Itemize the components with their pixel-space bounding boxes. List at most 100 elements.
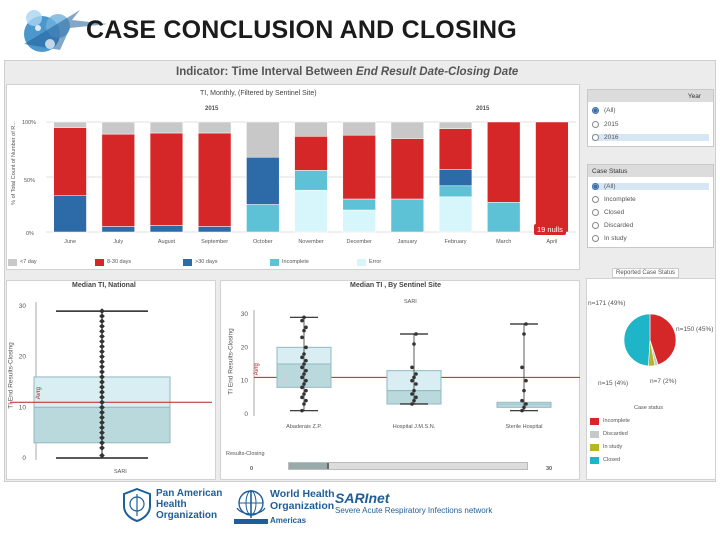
data-point[interactable] (99, 323, 105, 330)
data-point[interactable] (99, 328, 105, 335)
data-point[interactable] (410, 365, 414, 370)
data-point[interactable] (412, 388, 416, 393)
data-point[interactable] (99, 419, 105, 426)
data-point[interactable] (304, 325, 308, 330)
data-point[interactable] (99, 338, 105, 345)
case-status-option-incomplete[interactable]: Incomplete (592, 196, 636, 203)
data-point[interactable] (99, 394, 105, 401)
data-point[interactable] (99, 452, 105, 459)
bar-segment[interactable] (246, 121, 280, 158)
bar-segment[interactable] (198, 226, 232, 233)
data-point[interactable] (522, 388, 526, 393)
bar-segment[interactable] (438, 169, 473, 187)
bar-segment[interactable] (101, 121, 135, 135)
bar-segment[interactable] (149, 225, 184, 233)
bar-segment[interactable] (101, 226, 135, 233)
data-point[interactable] (522, 332, 526, 336)
data-point[interactable] (99, 313, 105, 319)
data-point[interactable] (410, 402, 414, 406)
data-point[interactable] (304, 378, 308, 383)
data-point[interactable] (520, 398, 524, 403)
bar-segment[interactable] (487, 121, 521, 203)
data-point[interactable] (300, 335, 304, 340)
data-point[interactable] (99, 379, 105, 385)
bar-segment[interactable] (342, 121, 376, 136)
data-point[interactable] (412, 342, 416, 346)
data-point[interactable] (99, 363, 105, 370)
data-point[interactable] (414, 382, 418, 386)
data-point[interactable] (99, 318, 105, 325)
data-point[interactable] (414, 332, 418, 336)
data-point[interactable] (520, 365, 524, 370)
bar-segment[interactable] (246, 204, 280, 233)
data-point[interactable] (412, 398, 416, 403)
data-point[interactable] (99, 348, 105, 355)
bar-segment[interactable] (342, 198, 376, 211)
data-point[interactable] (300, 355, 304, 360)
pie-slice[interactable] (623, 313, 651, 367)
data-point[interactable] (410, 378, 414, 383)
data-point[interactable] (300, 318, 304, 323)
case-status-option-discarded[interactable]: Discarded (592, 222, 633, 229)
year-option-2016[interactable]: 2016 (592, 134, 709, 141)
results-closing-slider[interactable] (288, 462, 528, 470)
case-status-option-all[interactable]: (All) (592, 183, 709, 190)
bar-segment[interactable] (342, 134, 376, 200)
data-point[interactable] (99, 439, 105, 446)
bar-segment[interactable] (149, 132, 184, 226)
data-point[interactable] (414, 395, 418, 400)
data-point[interactable] (300, 385, 304, 390)
bar-segment[interactable] (294, 170, 328, 191)
data-point[interactable] (99, 434, 105, 441)
data-point[interactable] (304, 398, 308, 403)
bar-segment[interactable] (438, 121, 473, 129)
data-point[interactable] (99, 358, 105, 365)
data-point[interactable] (302, 392, 306, 396)
data-point[interactable] (302, 372, 306, 376)
bar-segment[interactable] (438, 196, 473, 233)
bar-segment[interactable] (487, 202, 521, 233)
data-point[interactable] (520, 408, 524, 413)
year-option-2015[interactable]: 2015 (592, 121, 618, 128)
data-point[interactable] (300, 408, 304, 413)
data-point[interactable] (410, 392, 414, 396)
data-point[interactable] (302, 328, 306, 333)
case-status-option-instudy[interactable]: In study (592, 235, 627, 242)
bar-segment[interactable] (294, 136, 328, 171)
data-point[interactable] (99, 308, 105, 314)
data-point[interactable] (524, 322, 528, 326)
data-point[interactable] (302, 382, 306, 386)
case-status-option-closed[interactable]: Closed (592, 209, 624, 216)
data-point[interactable] (99, 384, 105, 390)
data-point[interactable] (300, 375, 304, 380)
data-point[interactable] (99, 369, 105, 375)
data-point[interactable] (304, 388, 308, 393)
data-point[interactable] (302, 402, 306, 406)
bar-segment[interactable] (53, 127, 87, 196)
data-point[interactable] (99, 424, 105, 431)
data-point[interactable] (412, 375, 416, 380)
bar-segment[interactable] (53, 121, 87, 128)
data-point[interactable] (304, 345, 308, 350)
data-point[interactable] (302, 362, 306, 366)
data-point[interactable] (524, 378, 528, 383)
bar-segment[interactable] (390, 198, 424, 233)
data-point[interactable] (302, 315, 306, 320)
bar-segment[interactable] (294, 121, 328, 137)
slider-handle[interactable] (289, 463, 329, 469)
data-point[interactable] (99, 333, 105, 340)
data-point[interactable] (300, 395, 304, 400)
year-option-all[interactable]: (All) (592, 107, 616, 114)
data-point[interactable] (524, 402, 528, 406)
bar-segment[interactable] (294, 189, 328, 233)
pie-slice[interactable] (649, 313, 677, 366)
bar-segment[interactable] (438, 185, 473, 198)
data-point[interactable] (99, 389, 105, 395)
data-point[interactable] (302, 352, 306, 356)
data-point[interactable] (522, 405, 526, 410)
data-point[interactable] (99, 374, 105, 380)
bar-segment[interactable] (198, 121, 232, 134)
bar-segment[interactable] (535, 121, 569, 233)
bar-segment[interactable] (246, 156, 280, 205)
data-point[interactable] (99, 343, 105, 350)
